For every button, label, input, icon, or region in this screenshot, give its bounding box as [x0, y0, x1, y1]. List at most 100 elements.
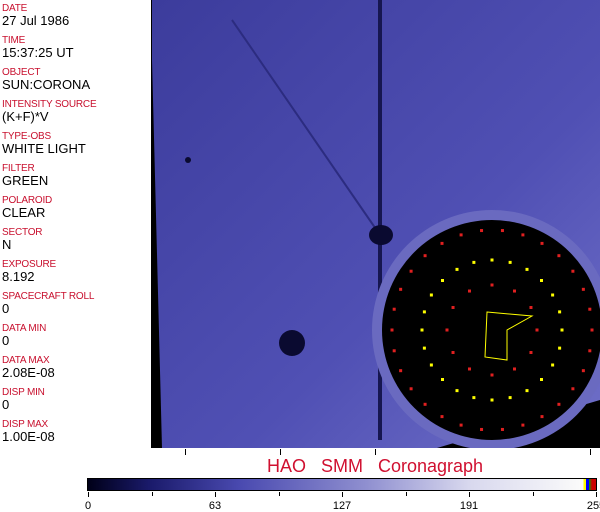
field-type-obs: TYPE-OBS WHITE LIGHT [2, 131, 86, 156]
grid-dot [558, 310, 562, 314]
field-value: N [2, 237, 12, 252]
field-value: 1.00E-08 [2, 429, 55, 444]
grid-dot [513, 367, 516, 371]
grid-dot [521, 423, 525, 427]
grid-dot [588, 349, 592, 353]
field-sector: SECTOR N [2, 227, 42, 252]
grid-dot [468, 367, 471, 371]
field-spacecraft-roll: SPACECRAFT ROLL 0 [2, 291, 94, 316]
dust-spot [279, 330, 305, 356]
coronagraph-svg [152, 0, 600, 448]
grid-dot [472, 260, 476, 264]
grid-dot [429, 293, 433, 297]
field-time: TIME 15:37:25 UT [2, 35, 74, 60]
field-data-min: DATA MIN 0 [2, 323, 46, 348]
grid-dot [529, 351, 533, 354]
grid-dot [390, 328, 394, 332]
grid-dot [539, 377, 543, 381]
grid-dot [539, 279, 543, 283]
field-polaroid: POLAROID CLEAR [2, 195, 52, 220]
colorbar-tick [342, 492, 343, 497]
field-date: DATE 27 Jul 1986 [2, 3, 69, 28]
grid-dot [521, 233, 525, 237]
field-label: DATA MAX [2, 355, 50, 366]
coronagraph-image [152, 0, 600, 448]
field-label: DISP MIN [2, 387, 45, 398]
colorbar-tick-label: 127 [332, 500, 352, 512]
field-value: 0 [2, 333, 10, 348]
grid-dot [392, 307, 396, 311]
grid-dot [551, 293, 555, 297]
field-label: TYPE-OBS [2, 131, 51, 142]
grid-dot [560, 328, 564, 332]
field-value: GREEN [2, 173, 49, 188]
field-object: OBJECT SUN:CORONA [2, 67, 90, 92]
grid-dot [590, 328, 594, 332]
field-label: DATE [2, 3, 28, 14]
colorbar-tick-label: 191 [459, 500, 479, 512]
field-filter: FILTER GREEN [2, 163, 48, 188]
grid-dot [440, 415, 444, 419]
grid-dot [508, 396, 512, 400]
grid-dot [409, 387, 413, 391]
grid-dot [525, 267, 529, 271]
grid-dot [455, 389, 459, 393]
grid-dot [472, 396, 476, 400]
occulter-disk [382, 220, 600, 440]
pylon-shadow [231, 19, 381, 236]
grid-dot [540, 415, 544, 419]
colorbar-tick [469, 492, 470, 497]
grid-dot [588, 307, 592, 311]
colorbar-tick [88, 492, 89, 497]
grid-dot [500, 427, 504, 431]
field-value: 27 Jul 1986 [2, 13, 70, 28]
colorbar-minor-tick [278, 492, 280, 496]
field-value: 8.192 [2, 269, 35, 284]
grid-dot [513, 289, 516, 293]
chart-title: HAO SMM Coronagraph [266, 456, 484, 476]
grid-dot [508, 260, 512, 264]
grid-dot [535, 328, 539, 332]
colorbar-tick-label: 63 [208, 500, 222, 512]
pylon-blob [369, 225, 393, 245]
colorbar [87, 478, 597, 491]
grid-dot [399, 369, 403, 373]
grid-dot [557, 402, 561, 406]
grid-dot [445, 328, 449, 332]
grid-dot [409, 269, 413, 273]
field-disp-max: DISP MAX 1.00E-08 [2, 419, 55, 444]
field-data-max: DATA MAX 2.08E-08 [2, 355, 55, 380]
grid-dot [441, 377, 445, 381]
field-label: SPACECRAFT ROLL [2, 291, 95, 302]
grid-dot [490, 283, 494, 287]
grid-dot [551, 363, 555, 367]
metadata-panel: DATE 27 Jul 1986 TIME 15:37:25 UT OBJECT SUN:… [0, 0, 152, 448]
grid-dot [581, 287, 585, 291]
grid-dot [422, 346, 426, 350]
field-label: SECTOR [2, 227, 43, 238]
field-label: TIME [2, 35, 26, 46]
grid-dot [529, 306, 533, 309]
field-label: DATA MIN [2, 323, 47, 334]
field-value: 0 [2, 301, 10, 316]
colorbar-tick-label: 0 [84, 500, 92, 512]
grid-dot [423, 402, 427, 406]
grid-dot [525, 389, 529, 393]
field-exposure: EXPOSURE 8.192 [2, 259, 56, 284]
field-label: OBJECT [2, 67, 41, 78]
grid-dot [490, 373, 494, 377]
field-value: 15:37:25 UT [2, 45, 74, 60]
field-value: (K+F)*V [2, 109, 49, 124]
grid-dot [451, 351, 455, 354]
grid-dot [581, 369, 585, 373]
colorbar-minor-tick [151, 492, 153, 496]
field-disp-min: DISP MIN 0 [2, 387, 45, 412]
grid-dot [420, 328, 424, 332]
field-label: INTENSITY SOURCE [2, 99, 97, 110]
grid-dot [441, 279, 445, 283]
grid-dot [455, 267, 459, 271]
grid-dot [480, 427, 484, 431]
field-intensity-source: INTENSITY SOURCE (K+F)*V [2, 99, 97, 124]
field-value: SUN:CORONA [2, 77, 91, 92]
grid-dot [468, 289, 471, 293]
